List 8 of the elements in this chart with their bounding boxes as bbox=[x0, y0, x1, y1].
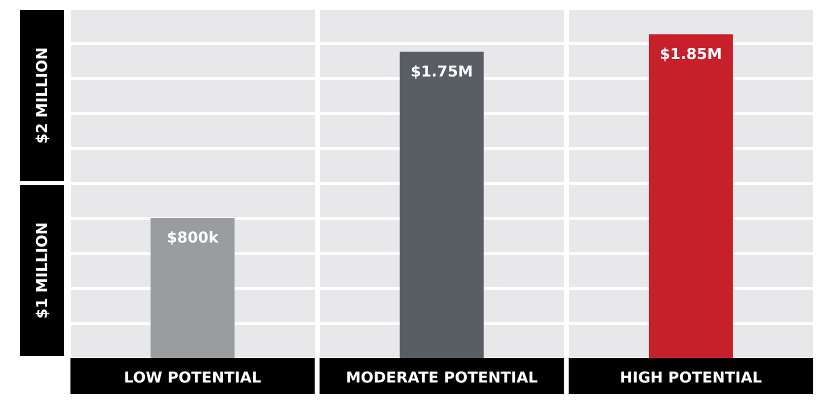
x-tick-label: LOW POTENTIAL bbox=[124, 368, 262, 386]
text: $2 MILLION bbox=[33, 47, 51, 144]
x-tick-label: MODERATE POTENTIAL bbox=[346, 368, 538, 386]
text: $1 MILLION bbox=[33, 222, 51, 319]
x-tick-label: HIGH POTENTIAL bbox=[620, 368, 762, 386]
data-label: $800k bbox=[166, 228, 220, 246]
data-label: $1.85M bbox=[660, 44, 722, 63]
data-label: $1.75M bbox=[410, 62, 473, 80]
